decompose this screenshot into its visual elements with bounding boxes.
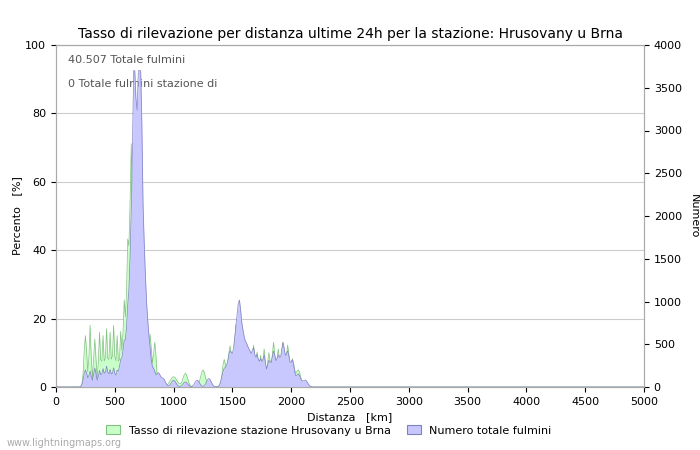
Text: 40.507 Totale fulmini: 40.507 Totale fulmini [68, 55, 185, 65]
Text: www.lightningmaps.org: www.lightningmaps.org [7, 438, 122, 448]
Legend: Tasso di rilevazione stazione Hrusovany u Brna, Numero totale fulmini: Tasso di rilevazione stazione Hrusovany … [102, 421, 556, 440]
Title: Tasso di rilevazione per distanza ultime 24h per la stazione: Hrusovany u Brna: Tasso di rilevazione per distanza ultime… [78, 27, 622, 41]
X-axis label: Distanza   [km]: Distanza [km] [307, 412, 393, 422]
Y-axis label: Numero: Numero [689, 194, 699, 238]
Y-axis label: Percento   [%]: Percento [%] [13, 176, 22, 256]
Text: 0 Totale fulmini stazione di: 0 Totale fulmini stazione di [68, 79, 217, 89]
